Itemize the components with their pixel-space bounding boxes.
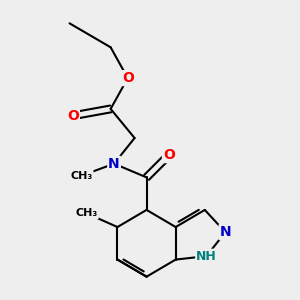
Text: N: N xyxy=(220,225,231,239)
Text: N: N xyxy=(108,157,120,171)
Text: O: O xyxy=(122,71,134,85)
Text: O: O xyxy=(163,148,175,162)
Text: NH: NH xyxy=(196,250,217,262)
Text: CH₃: CH₃ xyxy=(70,171,93,181)
Text: O: O xyxy=(67,109,79,123)
Text: CH₃: CH₃ xyxy=(76,208,98,218)
